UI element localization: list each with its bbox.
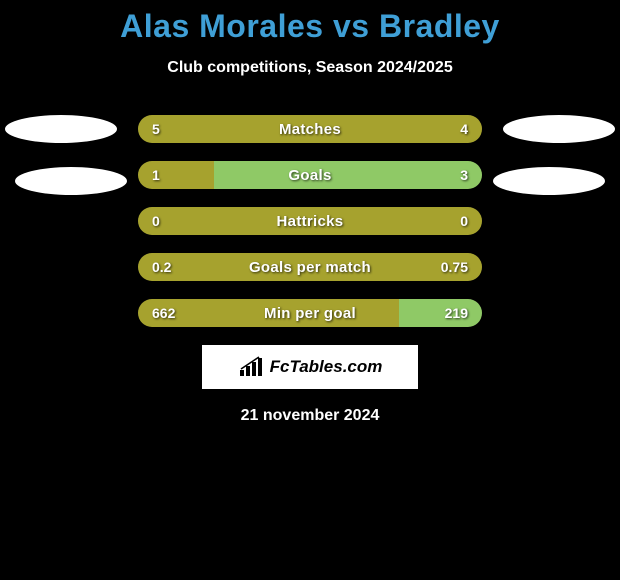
stat-bars: 54Matches 13Goals 00Hattricks 0.20.75Goals … [138, 115, 482, 327]
player-left-avatar-2 [15, 167, 127, 195]
page-title: Alas Morales vs Bradley [0, 0, 620, 45]
stat-label: Hattricks [138, 207, 482, 235]
stat-row: 0.20.75Goals per match [138, 253, 482, 281]
player-left-avatar-1 [5, 115, 117, 143]
player-right-avatar-1 [503, 115, 615, 143]
stat-label: Matches [138, 115, 482, 143]
date-label: 21 november 2024 [0, 407, 620, 425]
bars-icon [238, 356, 266, 378]
subtitle: Club competitions, Season 2024/2025 [0, 59, 620, 77]
player-right-avatar-2 [493, 167, 605, 195]
stat-label: Goals per match [138, 253, 482, 281]
stat-row: 13Goals [138, 161, 482, 189]
stat-row: 54Matches [138, 115, 482, 143]
logo-text: FcTables.com [270, 357, 383, 377]
stat-row: 00Hattricks [138, 207, 482, 235]
stat-row: 662219Min per goal [138, 299, 482, 327]
comparison-panel: 54Matches 13Goals 00Hattricks 0.20.75Goals … [0, 115, 620, 425]
site-logo: FcTables.com [202, 345, 418, 389]
stat-label: Goals [138, 161, 482, 189]
stat-label: Min per goal [138, 299, 482, 327]
